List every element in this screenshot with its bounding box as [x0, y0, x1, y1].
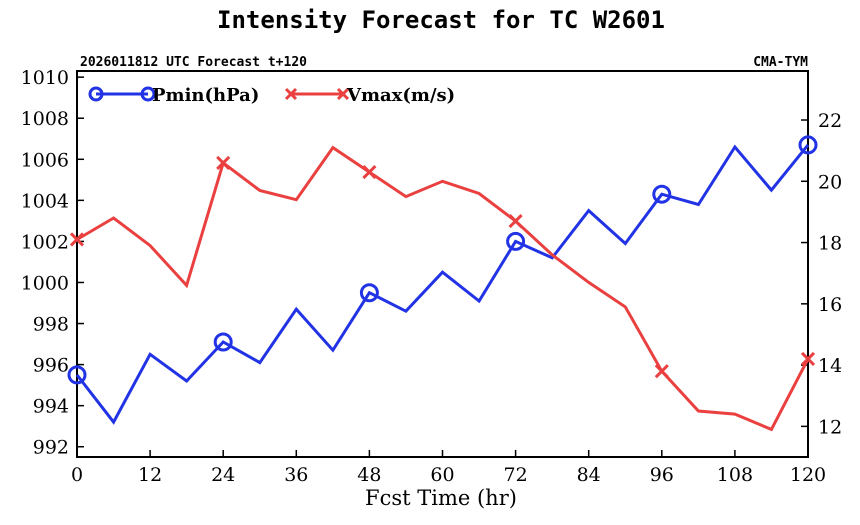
vmax-marker	[362, 165, 377, 180]
chart-subtitle-left: 2026011812 UTC Forecast t+120	[80, 55, 307, 70]
chart-subtitle-right: CMA-TYM	[753, 55, 808, 70]
x-tick-label: 84	[577, 464, 601, 486]
x-tick-label: 36	[284, 464, 308, 486]
plot-frame	[76, 70, 809, 458]
legend-vmax-marker	[336, 87, 350, 101]
pmin-series-line	[75, 143, 810, 425]
x-tick-label: 12	[138, 464, 162, 486]
left-y-axis: 992 994 996 998 1000 1002 1004 1006 1008 1010	[21, 67, 84, 459]
vmax-marker-stroke	[69, 232, 85, 247]
legend: Pmin(hPa) Vmax(m/s)	[88, 85, 455, 106]
x-tick-label: 24	[211, 464, 235, 486]
x-tick-label: 48	[357, 464, 381, 486]
legend-vmax-label: Vmax(m/s)	[346, 85, 455, 106]
x-tick-label: 72	[504, 464, 528, 486]
vmax-marker	[69, 232, 85, 247]
vmax-marker-stroke	[216, 155, 231, 170]
pmin-marker	[67, 365, 87, 385]
right-y-tick-label: 14	[818, 355, 842, 377]
pmin-marker	[652, 184, 672, 204]
x-tick-label: 60	[430, 464, 454, 486]
left-y-tick-label: 1004	[21, 190, 69, 212]
vmax-marker-stroke	[362, 165, 377, 180]
pmin-marker	[798, 135, 818, 155]
right-y-tick-label: 12	[818, 416, 842, 438]
vmax-marker-stroke	[654, 364, 669, 379]
right-y-axis: 12 14 16 18 20 22	[801, 110, 842, 438]
vmax-series-line	[76, 145, 810, 432]
left-y-tick-label: 994	[33, 396, 69, 418]
series-layer	[67, 135, 818, 432]
chart-title: Intensity Forecast for TC W2601	[217, 6, 665, 34]
vmax-marker-stroke	[508, 214, 523, 229]
left-y-tick-label: 1008	[21, 108, 69, 130]
vmax-marker	[654, 364, 669, 379]
pmin-marker	[213, 332, 233, 352]
legend-vmax-marker	[284, 87, 298, 101]
legend-pmin-marker	[88, 86, 104, 102]
vmax-marker	[508, 214, 523, 229]
right-y-tick-label: 22	[818, 110, 842, 132]
right-y-tick-label: 16	[818, 294, 842, 316]
left-y-tick-label: 1010	[21, 67, 69, 89]
vmax-marker-stroke	[800, 351, 816, 367]
x-axis-label: Fcst Time (hr)	[365, 486, 517, 510]
left-y-tick-label: 996	[33, 355, 69, 377]
left-y-tick-label: 992	[33, 437, 69, 459]
left-y-tick-label: 1002	[21, 231, 69, 253]
legend-pmin-label: Pmin(hPa)	[152, 85, 259, 106]
legend-pmin-marker	[140, 86, 156, 102]
vmax-marker	[216, 155, 231, 170]
right-y-tick-label: 20	[818, 171, 842, 193]
left-y-tick-label: 1000	[21, 272, 69, 294]
left-y-tick-label: 1006	[21, 149, 69, 171]
x-tick-label: 120	[790, 464, 826, 486]
right-y-tick-label: 18	[818, 233, 842, 255]
pmin-marker	[359, 283, 379, 303]
x-tick-label: 96	[650, 464, 674, 486]
x-axis: 0 12 24 36 48 60 72 84 96 108 120	[71, 450, 826, 486]
x-tick-label: 108	[717, 464, 753, 486]
pmin-marker	[506, 231, 526, 251]
x-tick-label: 0	[71, 464, 83, 486]
left-y-tick-label: 998	[33, 314, 69, 336]
vmax-marker	[800, 351, 816, 367]
